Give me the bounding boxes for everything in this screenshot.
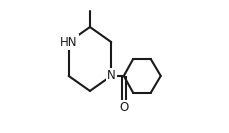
Text: HN: HN <box>60 36 77 49</box>
Text: N: N <box>106 69 115 82</box>
Text: O: O <box>119 101 128 114</box>
